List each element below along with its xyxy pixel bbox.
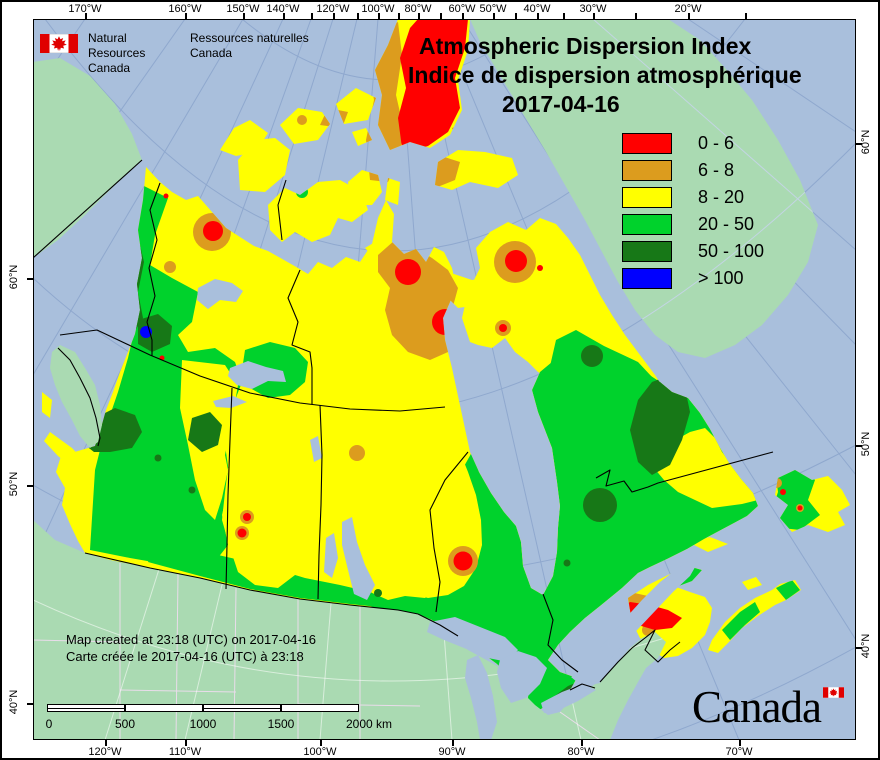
lat-label: 60°N bbox=[860, 129, 872, 155]
alaska bbox=[33, 58, 142, 258]
agency-name-fr: Ressources naturelles Canada bbox=[190, 31, 320, 76]
legend-row: > 100 bbox=[622, 268, 764, 289]
lon-label: 50°W bbox=[479, 3, 507, 15]
nrcan-logo: Natural Resources Canada Ressources natu… bbox=[40, 31, 320, 76]
map-frame bbox=[33, 19, 856, 740]
lat-label: 50°N bbox=[8, 471, 20, 497]
map-title-fr: Indice de dispersion atmosphérique bbox=[408, 62, 802, 88]
lon-label: 40°W bbox=[523, 3, 551, 15]
lon-label: 90°W bbox=[438, 746, 466, 758]
legend-swatch-50-100 bbox=[622, 241, 672, 262]
lon-label: 80°W bbox=[567, 746, 595, 758]
lat-label: 50°N bbox=[860, 431, 872, 457]
scale-segment bbox=[281, 704, 359, 712]
scale-segment bbox=[125, 704, 203, 712]
lon-label: 140°W bbox=[266, 3, 300, 15]
canada-adi-map bbox=[33, 19, 856, 740]
wordmark-flag-icon bbox=[823, 687, 844, 698]
lake-huron bbox=[497, 651, 547, 703]
map-title-date: 2017-04-16 bbox=[502, 91, 620, 117]
agency-en-line1: Natural Resources bbox=[88, 31, 146, 60]
legend-label: > 100 bbox=[698, 268, 744, 288]
st-lawrence-river bbox=[600, 555, 702, 659]
scale-label: 1000 bbox=[189, 717, 217, 731]
legend-swatch-8-20 bbox=[622, 187, 672, 208]
reindeer-lake bbox=[310, 436, 322, 462]
lon-label: 110°W bbox=[168, 746, 202, 758]
lon-label: 30°W bbox=[579, 3, 607, 15]
scale-label: 0 bbox=[45, 717, 53, 731]
lakes bbox=[197, 279, 702, 740]
lat-label: 60°N bbox=[8, 264, 20, 290]
legend-swatch-0-6 bbox=[622, 133, 672, 154]
scale-label: 500 bbox=[114, 717, 136, 731]
great-bear-lake bbox=[197, 279, 243, 309]
lake-winnipeg bbox=[342, 517, 375, 600]
us-state-borders bbox=[33, 563, 601, 740]
wordmark-text: Canada bbox=[692, 682, 822, 732]
lake-erie bbox=[541, 684, 596, 713]
lon-label: 100°W bbox=[303, 746, 337, 758]
legend-label: 50 - 100 bbox=[698, 241, 765, 261]
lon-label: 100°W bbox=[361, 3, 395, 15]
creation-timestamp-en: Map created at 23:18 (UTC) on 2017-04-16 bbox=[66, 632, 317, 647]
scale-label: 2000 km bbox=[345, 717, 393, 731]
legend-row: 0 - 6 bbox=[622, 133, 764, 154]
lat-label: 40°N bbox=[860, 633, 872, 659]
lon-label: 150°W bbox=[226, 3, 260, 15]
scale-label: 1500 bbox=[267, 717, 295, 731]
legend-swatch-6-8 bbox=[622, 160, 672, 181]
legend-label: 6 - 8 bbox=[698, 160, 735, 180]
lon-label: 20°W bbox=[674, 3, 702, 15]
legend-row: 8 - 20 bbox=[622, 187, 764, 208]
legend-row: 20 - 50 bbox=[622, 214, 764, 235]
legend-label: 20 - 50 bbox=[698, 214, 755, 234]
creation-timestamp: Map created at 23:18 (UTC) on 2017-04-16… bbox=[66, 631, 316, 665]
political-borders bbox=[33, 159, 774, 691]
lat-label: 40°N bbox=[8, 689, 20, 715]
legend-label: 8 - 20 bbox=[698, 187, 745, 207]
agency-fr-line1: Ressources naturelles bbox=[190, 31, 309, 45]
lon-label: 80°W bbox=[404, 3, 432, 15]
legend-swatch-over-100 bbox=[622, 268, 672, 289]
lake-superior bbox=[427, 617, 518, 662]
legend-row: 50 - 100 bbox=[622, 241, 764, 262]
scale-segment bbox=[203, 704, 281, 712]
creation-timestamp-fr: Carte créée le 2017-04-16 (UTC) à 23:18 bbox=[66, 649, 304, 664]
legend-swatch-20-50 bbox=[622, 214, 672, 235]
lon-label: 120°W bbox=[88, 746, 122, 758]
lake-michigan bbox=[465, 655, 497, 740]
lake-ontario bbox=[571, 668, 609, 687]
scale-segment bbox=[47, 704, 125, 712]
lon-label: 70°W bbox=[725, 746, 753, 758]
lake-winnipegosis bbox=[324, 533, 338, 578]
agency-name-en: Natural Resources Canada bbox=[88, 31, 180, 76]
scale-bar: 0 500 1000 1500 2000 km bbox=[45, 704, 392, 734]
adi-legend: 0 - 6 6 - 8 8 - 20 20 - 50 50 - 100 > 10… bbox=[622, 133, 764, 295]
agency-en-line2: Canada bbox=[88, 61, 131, 75]
lon-label: 60°W bbox=[448, 3, 476, 15]
lon-label: 120°W bbox=[316, 3, 350, 15]
great-slave-lake bbox=[228, 361, 286, 389]
map-title-en: Atmospheric Dispersion Index bbox=[419, 33, 752, 59]
lon-label: 170°W bbox=[68, 3, 102, 15]
canada-wordmark: Canada bbox=[692, 681, 844, 733]
legend-label: 0 - 6 bbox=[698, 133, 735, 153]
legend-row: 6 - 8 bbox=[622, 160, 764, 181]
canada-flag-icon bbox=[40, 34, 78, 53]
agency-fr-line2: Canada bbox=[190, 46, 233, 60]
alaska-panhandle bbox=[50, 345, 102, 448]
lon-label: 160°W bbox=[168, 3, 202, 15]
lake-athabasca bbox=[213, 396, 247, 408]
